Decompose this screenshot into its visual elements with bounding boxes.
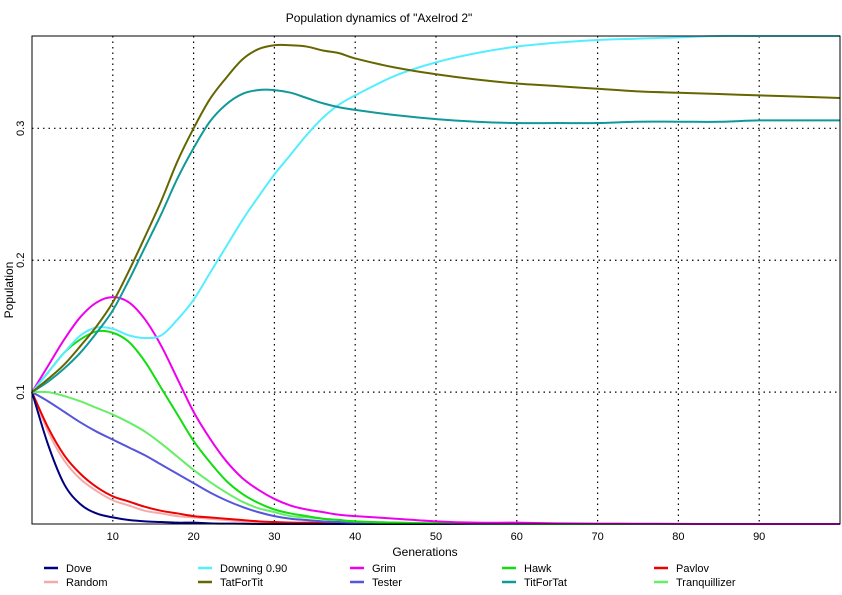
legend-label-random: Random (66, 577, 108, 589)
legend-label-downing-0-90: Downing 0.90 (220, 563, 287, 575)
x-tick-label: 40 (349, 531, 361, 543)
y-tick-label: 0.3 (15, 121, 27, 136)
x-tick-label: 90 (753, 531, 765, 543)
legend-label-dove: Dove (66, 563, 92, 575)
series-line-titfortat (31, 88, 840, 393)
legend-label-tester: Tester (372, 577, 402, 589)
chart-title: Population dynamics of "Axelrod 2" (286, 11, 473, 25)
x-tick-label: 10 (107, 531, 119, 543)
x-tick-label: 70 (591, 531, 603, 543)
y-tick-label: 0.2 (15, 253, 27, 268)
x-tick-label: 60 (511, 531, 523, 543)
y-tick-label: 0.1 (15, 384, 27, 399)
legend-label-tatfortit: TatForTit (220, 577, 263, 589)
series-lines (31, 34, 841, 525)
legend-label-grim: Grim (372, 563, 396, 575)
tick-labels: 10 20 30 40 50 60 70 80 90 0.1 0.2 0.3 (15, 121, 765, 543)
legend: Dove Downing 0.90 Grim Hawk Pavlov Random TatF… (44, 563, 736, 589)
x-tick-label: 20 (187, 531, 199, 543)
series-line-downing-0-90 (31, 34, 840, 393)
series-line-tatfortit (31, 43, 841, 393)
legend-label-titfortat: TitForTat (524, 577, 567, 589)
legend-label-pavlov: Pavlov (676, 563, 710, 575)
plot-frame (31, 35, 841, 525)
x-tick-label: 30 (268, 531, 280, 543)
y-axis-label: Population (2, 262, 16, 319)
x-tick-label: 80 (672, 531, 684, 543)
x-axis-label: Generations (392, 545, 457, 559)
legend-label-hawk: Hawk (524, 563, 552, 575)
grid-lines (32, 36, 840, 524)
legend-label-tranquillizer: Tranquillizer (676, 577, 736, 589)
x-tick-label: 50 (430, 531, 442, 543)
